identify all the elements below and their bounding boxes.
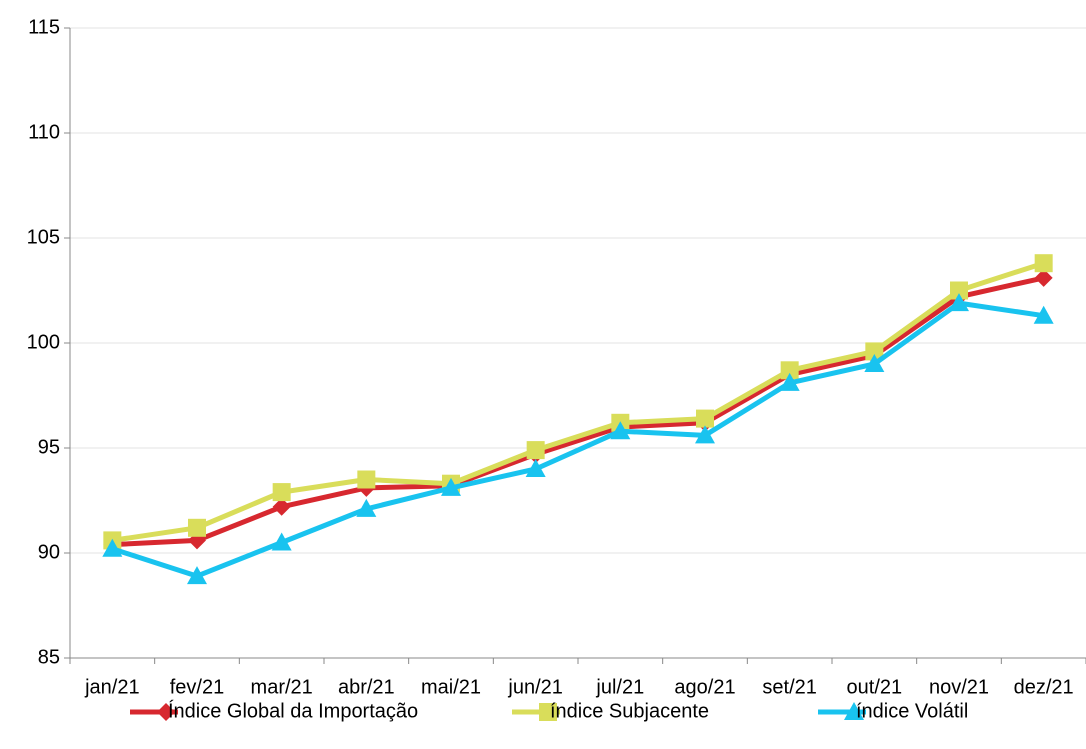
x-tick-label: mai/21 xyxy=(421,676,481,698)
y-tick-label: 110 xyxy=(28,121,60,143)
legend-label: índice Subjacente xyxy=(550,700,709,722)
data-point xyxy=(357,470,376,489)
data-point xyxy=(526,441,545,460)
y-tick-label: 85 xyxy=(38,646,60,668)
x-tick-label: abr/21 xyxy=(338,676,395,698)
data-point xyxy=(865,342,884,361)
y-tick-label: 105 xyxy=(27,226,60,248)
data-point xyxy=(272,497,291,516)
data-point xyxy=(696,409,714,428)
x-tick-label: jun/21 xyxy=(507,676,563,698)
y-tick-label: 115 xyxy=(28,16,60,38)
data-point xyxy=(950,281,968,300)
legend-label: Índice Global da Importação xyxy=(168,699,418,722)
x-tick-label: set/21 xyxy=(762,676,816,698)
legend-marker xyxy=(844,702,864,720)
data-point xyxy=(272,483,291,502)
legend-marker xyxy=(539,703,557,721)
y-tick-label: 100 xyxy=(27,331,60,353)
data-point xyxy=(610,421,631,440)
legend-label: índice Volátil xyxy=(856,700,968,722)
x-tick-label: jan/21 xyxy=(84,676,140,698)
x-tick-label: ago/21 xyxy=(674,676,735,698)
data-point xyxy=(1033,305,1054,324)
data-point xyxy=(864,354,885,372)
data-point xyxy=(780,361,799,380)
data-point xyxy=(695,425,715,444)
series-line xyxy=(111,260,1045,543)
x-tick-label: fev/21 xyxy=(170,676,224,698)
data-point xyxy=(102,538,123,557)
x-tick-label: dez/21 xyxy=(1014,676,1074,698)
legend-marker xyxy=(157,703,175,721)
data-point xyxy=(356,498,377,517)
data-point xyxy=(441,477,461,496)
data-point xyxy=(1034,268,1053,287)
data-point xyxy=(779,372,800,391)
data-point xyxy=(271,532,292,551)
y-tick-label: 95 xyxy=(38,436,60,458)
y-tick-label: 90 xyxy=(38,541,60,563)
data-point xyxy=(187,566,207,585)
x-tick-label: nov/21 xyxy=(929,676,989,698)
x-tick-label: jul/21 xyxy=(595,676,644,698)
series-line xyxy=(111,300,1045,579)
data-point xyxy=(949,293,969,312)
x-tick-label: mar/21 xyxy=(251,676,313,698)
data-point xyxy=(1034,254,1053,273)
series-line xyxy=(112,275,1045,548)
data-point xyxy=(525,459,546,477)
x-tick-label: out/21 xyxy=(847,676,903,698)
data-point xyxy=(188,518,206,537)
